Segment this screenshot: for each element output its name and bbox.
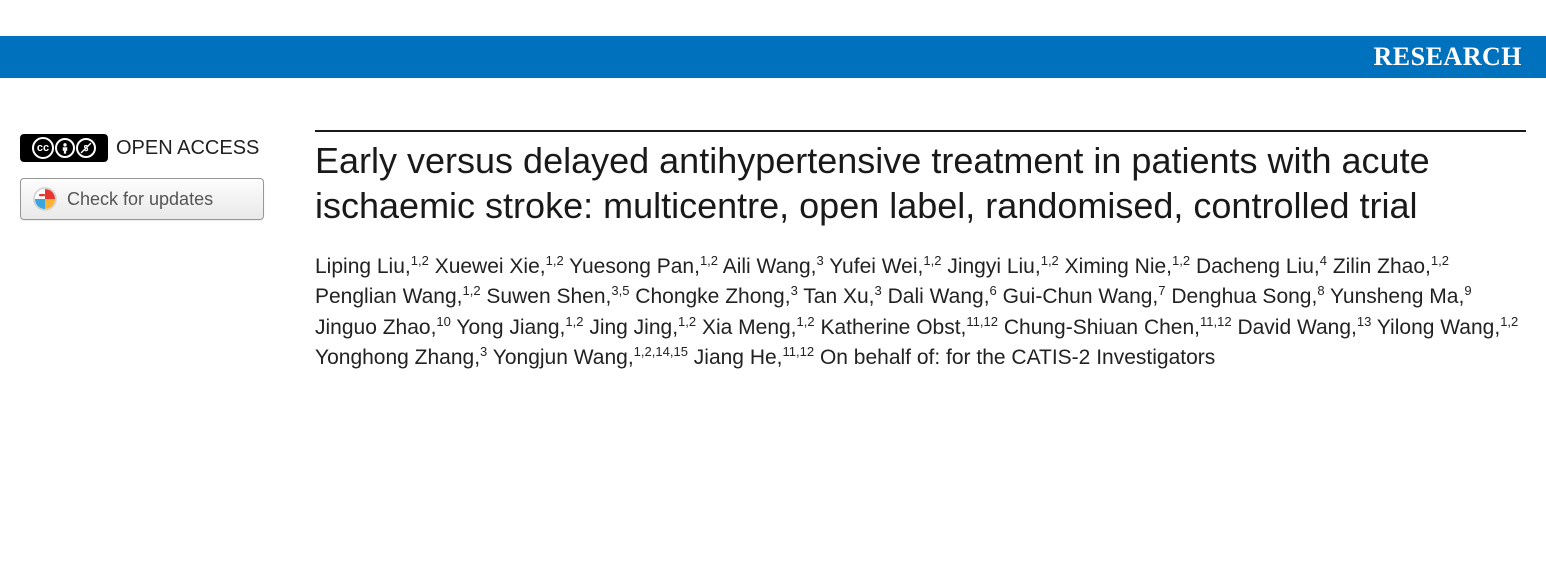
author-name: Jinguo Zhao, <box>315 316 436 339</box>
author-name: Yunsheng Ma, <box>1330 285 1464 308</box>
author-affiliation: 1,2 <box>1500 314 1518 329</box>
author-affiliation: 1,2 <box>565 314 583 329</box>
author-name: Chongke Zhong, <box>635 285 790 308</box>
cc-nc-icon: $ <box>76 138 96 158</box>
author-name: Ximing Nie, <box>1065 255 1172 278</box>
article-title: Early versus delayed antihypertensive tr… <box>315 138 1526 228</box>
author-affiliation: 1,2 <box>678 314 696 329</box>
author-affiliation: 1,2 <box>797 314 815 329</box>
author-name: Liping Liu, <box>315 255 411 278</box>
author-name: Dacheng Liu, <box>1196 255 1320 278</box>
author-affiliation: 1,2 <box>411 253 429 268</box>
author-affiliation: 3 <box>480 344 487 359</box>
author-affiliation: 7 <box>1158 283 1165 298</box>
author-name: Yong Jiang, <box>456 316 565 339</box>
author-name: Katherine Obst, <box>820 316 966 339</box>
author-name: Yilong Wang, <box>1377 316 1500 339</box>
author-name: Yongjun Wang, <box>493 346 634 369</box>
author-affiliation: 3 <box>875 283 882 298</box>
author-name: Tan Xu, <box>803 285 874 308</box>
open-access-row: cc $ OPEN ACCESS <box>20 134 295 162</box>
open-access-label: OPEN ACCESS <box>116 137 259 160</box>
author-name: Jing Jing, <box>589 316 678 339</box>
author-name: Yuesong Pan, <box>569 255 700 278</box>
article-main: Early versus delayed antihypertensive tr… <box>315 130 1526 374</box>
author-affiliation: 10 <box>436 314 450 329</box>
author-name: Dali Wang, <box>888 285 990 308</box>
author-name: Penglian Wang, <box>315 285 462 308</box>
cc-by-icon <box>55 138 75 158</box>
author-name: Xia Meng, <box>702 316 797 339</box>
author-affiliation: 3 <box>816 253 823 268</box>
author-affiliation: 11,12 <box>1200 314 1232 329</box>
cc-icon: cc <box>32 137 54 159</box>
author-name: David Wang, <box>1237 316 1356 339</box>
on-behalf-text: On behalf of: for the CATIS-2 Investigat… <box>820 346 1215 369</box>
author-name: Xuewei Xie, <box>435 255 546 278</box>
author-affiliation: 1,2 <box>546 253 564 268</box>
author-affiliation: 1,2 <box>1431 253 1449 268</box>
author-name: Jiang He, <box>694 346 783 369</box>
author-name: Chung-Shiuan Chen, <box>1004 316 1200 339</box>
author-affiliation: 8 <box>1317 283 1324 298</box>
author-name: Aili Wang, <box>723 255 817 278</box>
author-affiliation: 1,2 <box>700 253 718 268</box>
author-affiliation: 1,2 <box>923 253 941 268</box>
author-name: Suwen Shen, <box>486 285 611 308</box>
author-name: Zilin Zhao, <box>1333 255 1431 278</box>
author-affiliation: 4 <box>1320 253 1327 268</box>
author-affiliation: 9 <box>1464 283 1471 298</box>
author-name: Yufei Wei, <box>829 255 923 278</box>
author-name: Yonghong Zhang, <box>315 346 480 369</box>
check-for-updates-button[interactable]: Check for updates <box>20 178 264 220</box>
cc-license-badge: cc $ <box>20 134 108 162</box>
author-affiliation: 11,12 <box>966 314 998 329</box>
author-affiliation: 1,2 <box>1172 253 1190 268</box>
check-for-updates-label: Check for updates <box>67 189 213 210</box>
author-name: Denghua Song, <box>1171 285 1317 308</box>
author-affiliation: 6 <box>990 283 997 298</box>
section-banner-label: RESEARCH <box>1374 42 1522 72</box>
author-affiliation: 3 <box>791 283 798 298</box>
crossmark-icon <box>33 187 57 211</box>
author-affiliation: 1,2 <box>462 283 480 298</box>
author-affiliation: 1,2,14,15 <box>634 344 688 359</box>
author-affiliation: 13 <box>1357 314 1371 329</box>
author-name: Gui-Chun Wang, <box>1003 285 1159 308</box>
author-affiliation: 1,2 <box>1041 253 1059 268</box>
author-affiliation: 3,5 <box>611 283 629 298</box>
left-column: cc $ OPEN ACCESS <box>20 130 295 374</box>
author-list: Liping Liu,1,2 Xuewei Xie,1,2 Yuesong Pa… <box>315 252 1526 374</box>
article-header: cc $ OPEN ACCESS <box>0 78 1546 394</box>
author-name: Jingyi Liu, <box>947 255 1040 278</box>
section-banner: RESEARCH <box>0 36 1546 78</box>
author-affiliation: 11,12 <box>783 344 815 359</box>
